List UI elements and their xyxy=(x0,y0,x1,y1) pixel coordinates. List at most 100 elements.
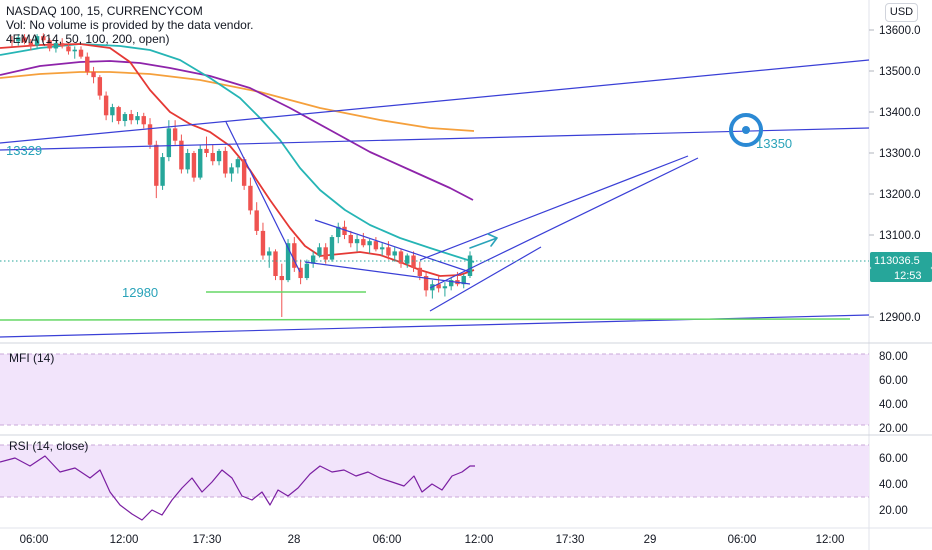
label-13350: 13350 xyxy=(756,136,792,151)
candle-body xyxy=(254,210,259,231)
price-tick-label: 13200.0 xyxy=(879,189,921,201)
mfi-tick-label: 20.00 xyxy=(879,423,908,435)
ema-legend[interactable]: 4EMA (14, 50, 100, 200, open) xyxy=(6,32,170,46)
ema-100-line xyxy=(0,60,474,201)
candle-body xyxy=(72,49,77,52)
candle-body xyxy=(97,77,103,96)
candle-body xyxy=(154,144,159,186)
candle-body xyxy=(78,49,84,57)
candle-body xyxy=(210,153,215,162)
candle-body xyxy=(292,243,297,268)
candle-body xyxy=(166,128,172,158)
time-axis-label: 06:00 xyxy=(728,534,757,546)
candle-body xyxy=(41,36,46,41)
candle-body xyxy=(59,43,65,47)
trendline-13350 xyxy=(0,127,870,151)
candle-body xyxy=(386,247,391,256)
candle-body xyxy=(405,255,410,264)
candle-body xyxy=(417,267,423,276)
label-12980: 12980 xyxy=(122,285,158,300)
candle-body xyxy=(323,247,328,260)
candle-body xyxy=(53,43,59,49)
candle-body xyxy=(367,241,372,246)
candle-body xyxy=(436,284,441,289)
candle-body xyxy=(198,148,203,178)
last-price-badge xyxy=(870,252,932,268)
candle-body xyxy=(185,153,190,170)
candle-body xyxy=(9,40,15,42)
candle-body xyxy=(229,167,234,174)
candle-body xyxy=(223,150,228,174)
channel-lower xyxy=(429,246,542,312)
candle-body xyxy=(392,251,397,256)
candle-body xyxy=(279,276,284,281)
candle-body xyxy=(298,267,303,279)
candle-body xyxy=(160,157,165,186)
mfi-tick-label: 40.00 xyxy=(879,399,908,411)
candle-body xyxy=(66,46,71,52)
candle-body xyxy=(304,263,310,279)
candle-body xyxy=(129,114,134,121)
time-axis-label: 17:30 xyxy=(193,534,222,546)
candle-body xyxy=(141,116,146,125)
time-axis-label: 06:00 xyxy=(20,534,49,546)
candle-body xyxy=(85,56,90,72)
price-tick-label: 12900.0 xyxy=(879,312,921,324)
candle-body xyxy=(461,276,466,285)
symbol-title: NASDAQ 100, 15, CURRENCYCOM xyxy=(6,4,203,18)
candle-body xyxy=(122,114,128,122)
candle-body xyxy=(373,241,379,250)
candle-body xyxy=(47,40,52,49)
candle-body xyxy=(285,243,291,281)
candle-body xyxy=(423,276,429,291)
candle-body xyxy=(260,230,266,256)
candle-body xyxy=(172,128,178,141)
candle-body xyxy=(241,159,247,186)
candle-body xyxy=(28,42,34,46)
support-line-12900 xyxy=(0,318,851,321)
candle-body xyxy=(116,107,121,122)
candle-body xyxy=(348,235,353,244)
trendline-upper-long xyxy=(0,59,870,144)
candle-body xyxy=(110,107,115,116)
candle-body xyxy=(448,280,454,287)
candle-body xyxy=(267,251,272,256)
candle-body xyxy=(354,239,360,244)
rsi-line xyxy=(0,455,475,521)
candle-body xyxy=(191,153,197,178)
price-tick-label: 13500.0 xyxy=(879,66,921,78)
target-center-icon xyxy=(742,126,750,134)
candle-body xyxy=(204,148,209,153)
candle-body xyxy=(235,159,241,168)
mfi-band xyxy=(0,354,869,425)
candle-body xyxy=(273,251,278,276)
countdown-badge xyxy=(870,268,932,282)
candle-body xyxy=(336,226,341,238)
rsi-tick-label: 60.00 xyxy=(879,453,908,465)
candle-body xyxy=(317,247,322,256)
label-13329: 13329 xyxy=(6,143,42,158)
candle-body xyxy=(310,255,316,264)
channel-upper xyxy=(419,155,689,261)
channel-middle xyxy=(429,157,699,289)
candle-body xyxy=(103,95,109,116)
candle-body xyxy=(361,239,366,246)
target-circle-icon xyxy=(729,113,763,147)
candle-body xyxy=(147,124,153,145)
candle-body xyxy=(248,185,253,211)
last-price-badge-partial: 1 xyxy=(874,255,880,267)
currency-button[interactable]: USD xyxy=(885,3,918,22)
candle-body xyxy=(342,226,347,235)
candle-body xyxy=(467,255,473,276)
time-axis-label: 12:00 xyxy=(110,534,139,546)
price-tick-label: 13100.0 xyxy=(879,230,921,242)
candle-body xyxy=(442,286,448,289)
time-axis-label: 29 xyxy=(644,534,657,546)
candle-body xyxy=(91,71,96,78)
candle-body xyxy=(22,37,27,43)
candle-body xyxy=(179,140,184,170)
rsi-band xyxy=(0,445,869,497)
price-tick-label: 13600.0 xyxy=(879,25,921,37)
time-axis-label: 12:00 xyxy=(465,534,494,546)
